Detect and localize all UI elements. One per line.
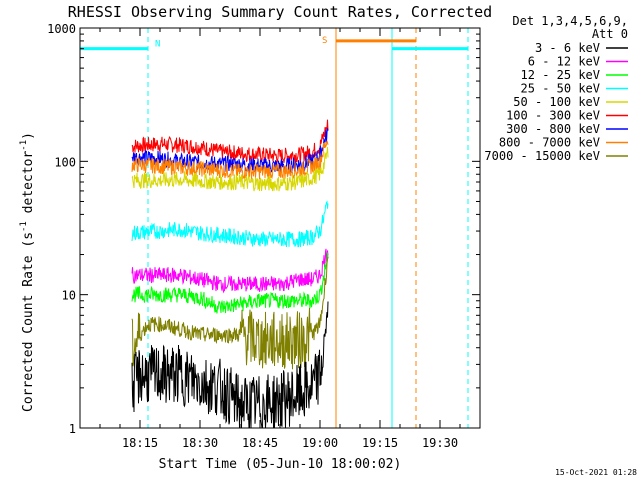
series-line-7000-15000-kev [131,256,329,370]
y-tick-label: 10 [62,289,76,303]
legend-label-50-100-kev: 50 - 100 keV [513,95,600,109]
x-tick-label: 18:45 [242,436,278,450]
legend-label-800-7000-kev: 800 - 7000 keV [499,136,600,150]
x-tick-label: 18:15 [122,436,158,450]
series-line-800-7000-kev [131,140,329,180]
y-axis-label-mid: detector [21,151,36,222]
y-axis-label: Corrected Count Rate (s-1 detector-1) [19,132,36,412]
y-axis-label-main: Corrected Count Rate (s [21,232,36,412]
series-line-100-300-kev [131,119,329,164]
x-tick-label: 18:30 [182,436,218,450]
y-axis-label-exp1: -1 [19,221,29,232]
y-tick-label: 100 [54,155,76,169]
legend-label-12-25-kev: 12 - 25 keV [521,68,600,82]
series-line-12-25-kev [131,252,329,314]
legend-label-300-800-kev: 300 - 800 keV [506,122,600,136]
chart-title: RHESSI Observing Summary Count Rates, Co… [68,3,492,21]
axes: 18:15 18:30 18:45 19:00 19:15 19:30 1 10 100 1000 [47,22,480,450]
x-axis-label: Start Time (05-Jun-10 18:00:02) [159,457,402,472]
y-tick-label: 1000 [47,22,76,36]
legend-label-6-12-kev: 6 - 12 keV [528,55,600,69]
series-line-3-6-kev [131,301,329,429]
series-line-50-100-kev [131,147,329,192]
legend-label-3-6-kev: 3 - 6 keV [535,41,600,55]
y-tick-label: 1 [69,422,76,436]
timestamp: 15-Oct-2021 01:28 [555,468,637,477]
legend-label-25-50-kev: 25 - 50 keV [521,82,600,96]
y-axis-label-exp2: -1 [19,140,29,151]
y-axis-label-end: ) [21,132,36,140]
x-tick-label: 19:15 [362,436,398,450]
night-label: N [155,40,160,50]
series-line-6-12-kev [131,248,329,294]
series-line-25-50-kev [131,200,329,248]
legend-label-100-300-kev: 100 - 300 keV [506,109,600,123]
legend-header-detectors: Det 1,3,4,5,6,9, [512,14,628,28]
legend-label-7000-15000-kev: 7000 - 15000 keV [484,149,600,163]
x-tick-label: 19:00 [302,436,338,450]
legend-header-attenuator: Att 0 [592,27,628,41]
saa-label: S [322,36,327,46]
x-tick-label: 19:30 [422,436,458,450]
